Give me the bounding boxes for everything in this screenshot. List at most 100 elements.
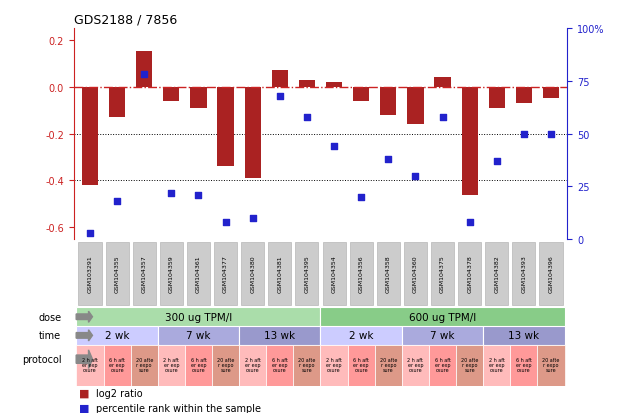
Text: percentile rank within the sample: percentile rank within the sample	[96, 403, 261, 413]
Text: protocol: protocol	[22, 354, 62, 364]
FancyBboxPatch shape	[404, 242, 427, 305]
FancyBboxPatch shape	[158, 326, 239, 345]
FancyBboxPatch shape	[212, 345, 239, 386]
Text: GSM104359: GSM104359	[169, 255, 174, 292]
Text: GSM104393: GSM104393	[521, 255, 526, 292]
Point	[112, 198, 122, 205]
Text: 2 h aft
er exp
osure: 2 h aft er exp osure	[326, 357, 342, 373]
Text: 20 afte
r expo
sure: 20 afte r expo sure	[461, 357, 478, 373]
Text: ■: ■	[79, 403, 89, 413]
FancyBboxPatch shape	[269, 242, 292, 305]
Text: GSM104378: GSM104378	[467, 255, 472, 292]
Bar	[163, 88, 179, 102]
Text: 6 h aft
er exp
osure: 6 h aft er exp osure	[190, 357, 206, 373]
Point	[519, 131, 529, 138]
FancyBboxPatch shape	[320, 345, 347, 386]
Point	[302, 114, 312, 121]
Bar	[488, 88, 505, 109]
FancyArrow shape	[76, 330, 92, 341]
Bar	[353, 88, 369, 102]
FancyBboxPatch shape	[160, 242, 183, 305]
FancyBboxPatch shape	[320, 308, 565, 326]
Text: GSM104354: GSM104354	[331, 255, 337, 292]
Text: GSM103291: GSM103291	[87, 255, 92, 292]
Text: 6 h aft
er exp
osure: 6 h aft er exp osure	[353, 357, 369, 373]
FancyBboxPatch shape	[485, 242, 508, 305]
FancyBboxPatch shape	[266, 345, 294, 386]
Text: GSM104380: GSM104380	[250, 255, 255, 292]
Point	[329, 144, 339, 150]
FancyBboxPatch shape	[241, 242, 264, 305]
Point	[492, 158, 502, 165]
FancyBboxPatch shape	[456, 345, 483, 386]
Text: 2 h aft
er exp
osure: 2 h aft er exp osure	[245, 357, 261, 373]
FancyBboxPatch shape	[483, 326, 565, 345]
Text: GSM104357: GSM104357	[142, 255, 147, 292]
Bar	[82, 88, 98, 186]
Text: 2 wk: 2 wk	[349, 330, 374, 341]
Point	[221, 219, 231, 226]
FancyBboxPatch shape	[510, 345, 537, 386]
Text: 2 h aft
er exp
osure: 2 h aft er exp osure	[489, 357, 504, 373]
FancyBboxPatch shape	[214, 242, 237, 305]
Point	[546, 131, 556, 138]
Text: GSM104361: GSM104361	[196, 255, 201, 292]
Text: 6 h aft
er exp
osure: 6 h aft er exp osure	[435, 357, 451, 373]
FancyBboxPatch shape	[429, 345, 456, 386]
Text: 2 h aft
er exp
osure: 2 h aft er exp osure	[163, 357, 179, 373]
Bar	[245, 88, 261, 179]
Point	[194, 192, 204, 199]
Point	[247, 215, 258, 222]
FancyBboxPatch shape	[375, 345, 402, 386]
Bar	[217, 88, 234, 167]
Text: 300 ug TPM/l: 300 ug TPM/l	[165, 312, 232, 322]
FancyBboxPatch shape	[131, 345, 158, 386]
Text: 2 wk: 2 wk	[105, 330, 129, 341]
FancyBboxPatch shape	[431, 242, 454, 305]
Bar	[109, 88, 125, 118]
FancyBboxPatch shape	[296, 242, 319, 305]
FancyArrow shape	[76, 350, 92, 368]
Text: 20 afte
r expo
sure: 20 afte r expo sure	[542, 357, 560, 373]
Text: 600 ug TPM/l: 600 ug TPM/l	[409, 312, 476, 322]
FancyBboxPatch shape	[377, 242, 400, 305]
FancyBboxPatch shape	[402, 326, 483, 345]
FancyBboxPatch shape	[104, 345, 131, 386]
FancyBboxPatch shape	[540, 242, 563, 305]
FancyBboxPatch shape	[512, 242, 535, 305]
FancyBboxPatch shape	[294, 345, 320, 386]
Bar	[380, 88, 396, 116]
Text: 6 h aft
er exp
osure: 6 h aft er exp osure	[272, 357, 288, 373]
Text: 13 wk: 13 wk	[264, 330, 296, 341]
Text: 6 h aft
er exp
osure: 6 h aft er exp osure	[516, 357, 532, 373]
Text: time: time	[39, 330, 62, 341]
Bar	[462, 88, 478, 195]
Text: GSM104360: GSM104360	[413, 255, 418, 292]
Text: 20 afte
r expo
sure: 20 afte r expo sure	[379, 357, 397, 373]
Point	[383, 156, 394, 163]
FancyBboxPatch shape	[322, 242, 345, 305]
Text: GSM104396: GSM104396	[549, 255, 554, 292]
Text: dose: dose	[38, 312, 62, 322]
FancyBboxPatch shape	[185, 345, 212, 386]
Bar	[407, 88, 424, 125]
Text: 20 afte
r expo
sure: 20 afte r expo sure	[135, 357, 153, 373]
Text: GSM104355: GSM104355	[115, 255, 120, 292]
Text: GSM104395: GSM104395	[304, 255, 310, 292]
Text: 20 afte
r expo
sure: 20 afte r expo sure	[298, 357, 315, 373]
Text: 7 wk: 7 wk	[430, 330, 454, 341]
Text: 6 h aft
er exp
osure: 6 h aft er exp osure	[109, 357, 125, 373]
FancyBboxPatch shape	[106, 242, 129, 305]
Bar	[543, 88, 559, 99]
Point	[166, 190, 176, 197]
FancyBboxPatch shape	[483, 345, 510, 386]
Text: ■: ■	[79, 388, 89, 398]
Text: GSM104382: GSM104382	[494, 255, 499, 292]
Bar	[326, 83, 342, 88]
Point	[437, 114, 447, 121]
FancyBboxPatch shape	[347, 345, 375, 386]
Point	[85, 230, 95, 237]
FancyBboxPatch shape	[76, 326, 158, 345]
Text: GSM104375: GSM104375	[440, 255, 445, 292]
FancyBboxPatch shape	[76, 308, 320, 326]
